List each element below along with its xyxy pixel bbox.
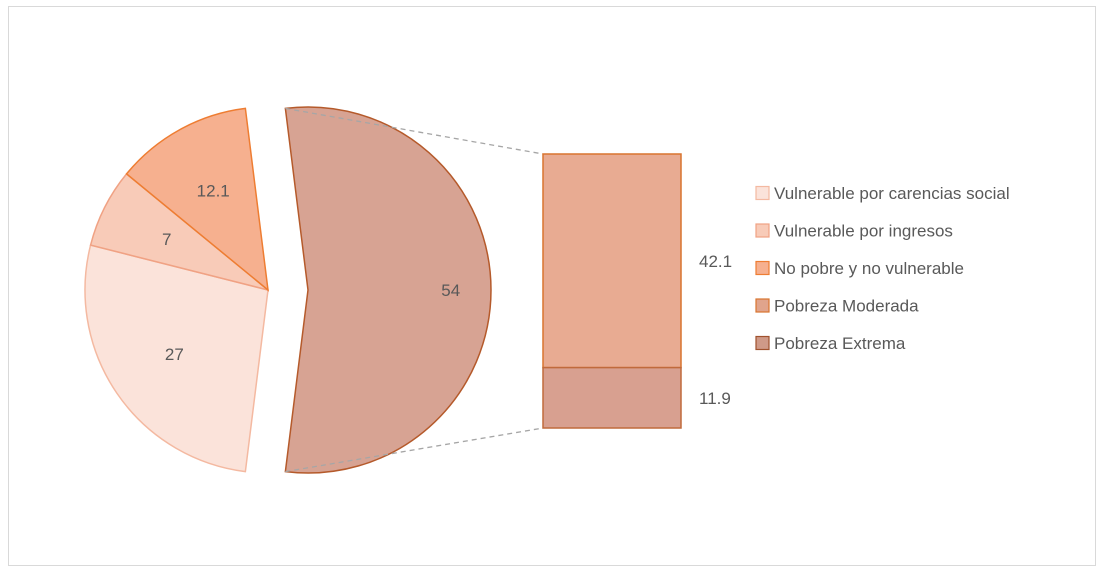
bar-data-label-pobreza-extrema: 11.9 xyxy=(699,389,731,408)
pie-slice-vulnerable-por-carencias-social xyxy=(84,244,269,473)
data-labels: 27 7 12.1 54 42.1 11.9 xyxy=(162,182,732,408)
chart-area: 27 7 12.1 54 42.1 11.9 Vulnerable por carenci… xyxy=(8,6,1096,566)
legend-label-vulnerable-por-ingresos: Vulnerable por ingresos xyxy=(774,222,953,241)
bar-of-pie-chart: 27 7 12.1 54 42.1 11.9 Vulnerable por carenci… xyxy=(84,106,1010,474)
stacked-bar xyxy=(542,153,682,429)
connector-lines xyxy=(285,107,544,473)
legend: Vulnerable por carencias social Vulnerabl… xyxy=(755,184,1010,353)
pie-data-label-vulnerable-por-carencias-social: 27 xyxy=(165,345,184,364)
legend-swatch-pobreza-moderada xyxy=(755,298,770,313)
legend-swatch-vulnerable-por-ingresos xyxy=(755,223,770,238)
pie-data-label-no-pobre-y-no-vulnerable: 12.1 xyxy=(197,182,230,201)
pie-slice-pobreza xyxy=(284,106,492,474)
legend-label-vulnerable-por-carencias-social: Vulnerable por carencias social xyxy=(774,184,1010,203)
pie-slice-no-pobre-y-no-vulnerable xyxy=(125,107,269,292)
bar-segment-pobreza-moderada xyxy=(542,153,682,369)
pie-data-label-vulnerable-por-ingresos: 7 xyxy=(162,230,171,249)
bar-data-label-pobreza-moderada: 42.1 xyxy=(699,252,732,271)
connector-line-bottom xyxy=(285,427,544,473)
legend-swatch-vulnerable-por-carencias-social xyxy=(755,185,770,201)
legend-label-pobreza-moderada: Pobreza Moderada xyxy=(774,297,919,316)
pie-data-label-pobreza: 54 xyxy=(441,281,460,300)
bar-segment-pobreza-extrema xyxy=(542,366,682,429)
connector-line-top xyxy=(285,107,544,155)
legend-label-no-pobre-y-no-vulnerable: No pobre y no vulnerable xyxy=(774,259,964,278)
pie-slices xyxy=(84,106,492,474)
legend-swatch-pobreza-extrema xyxy=(755,335,770,351)
legend-label-pobreza-extrema: Pobreza Extrema xyxy=(774,334,906,353)
legend-swatch-no-pobre-y-no-vulnerable xyxy=(755,260,770,276)
